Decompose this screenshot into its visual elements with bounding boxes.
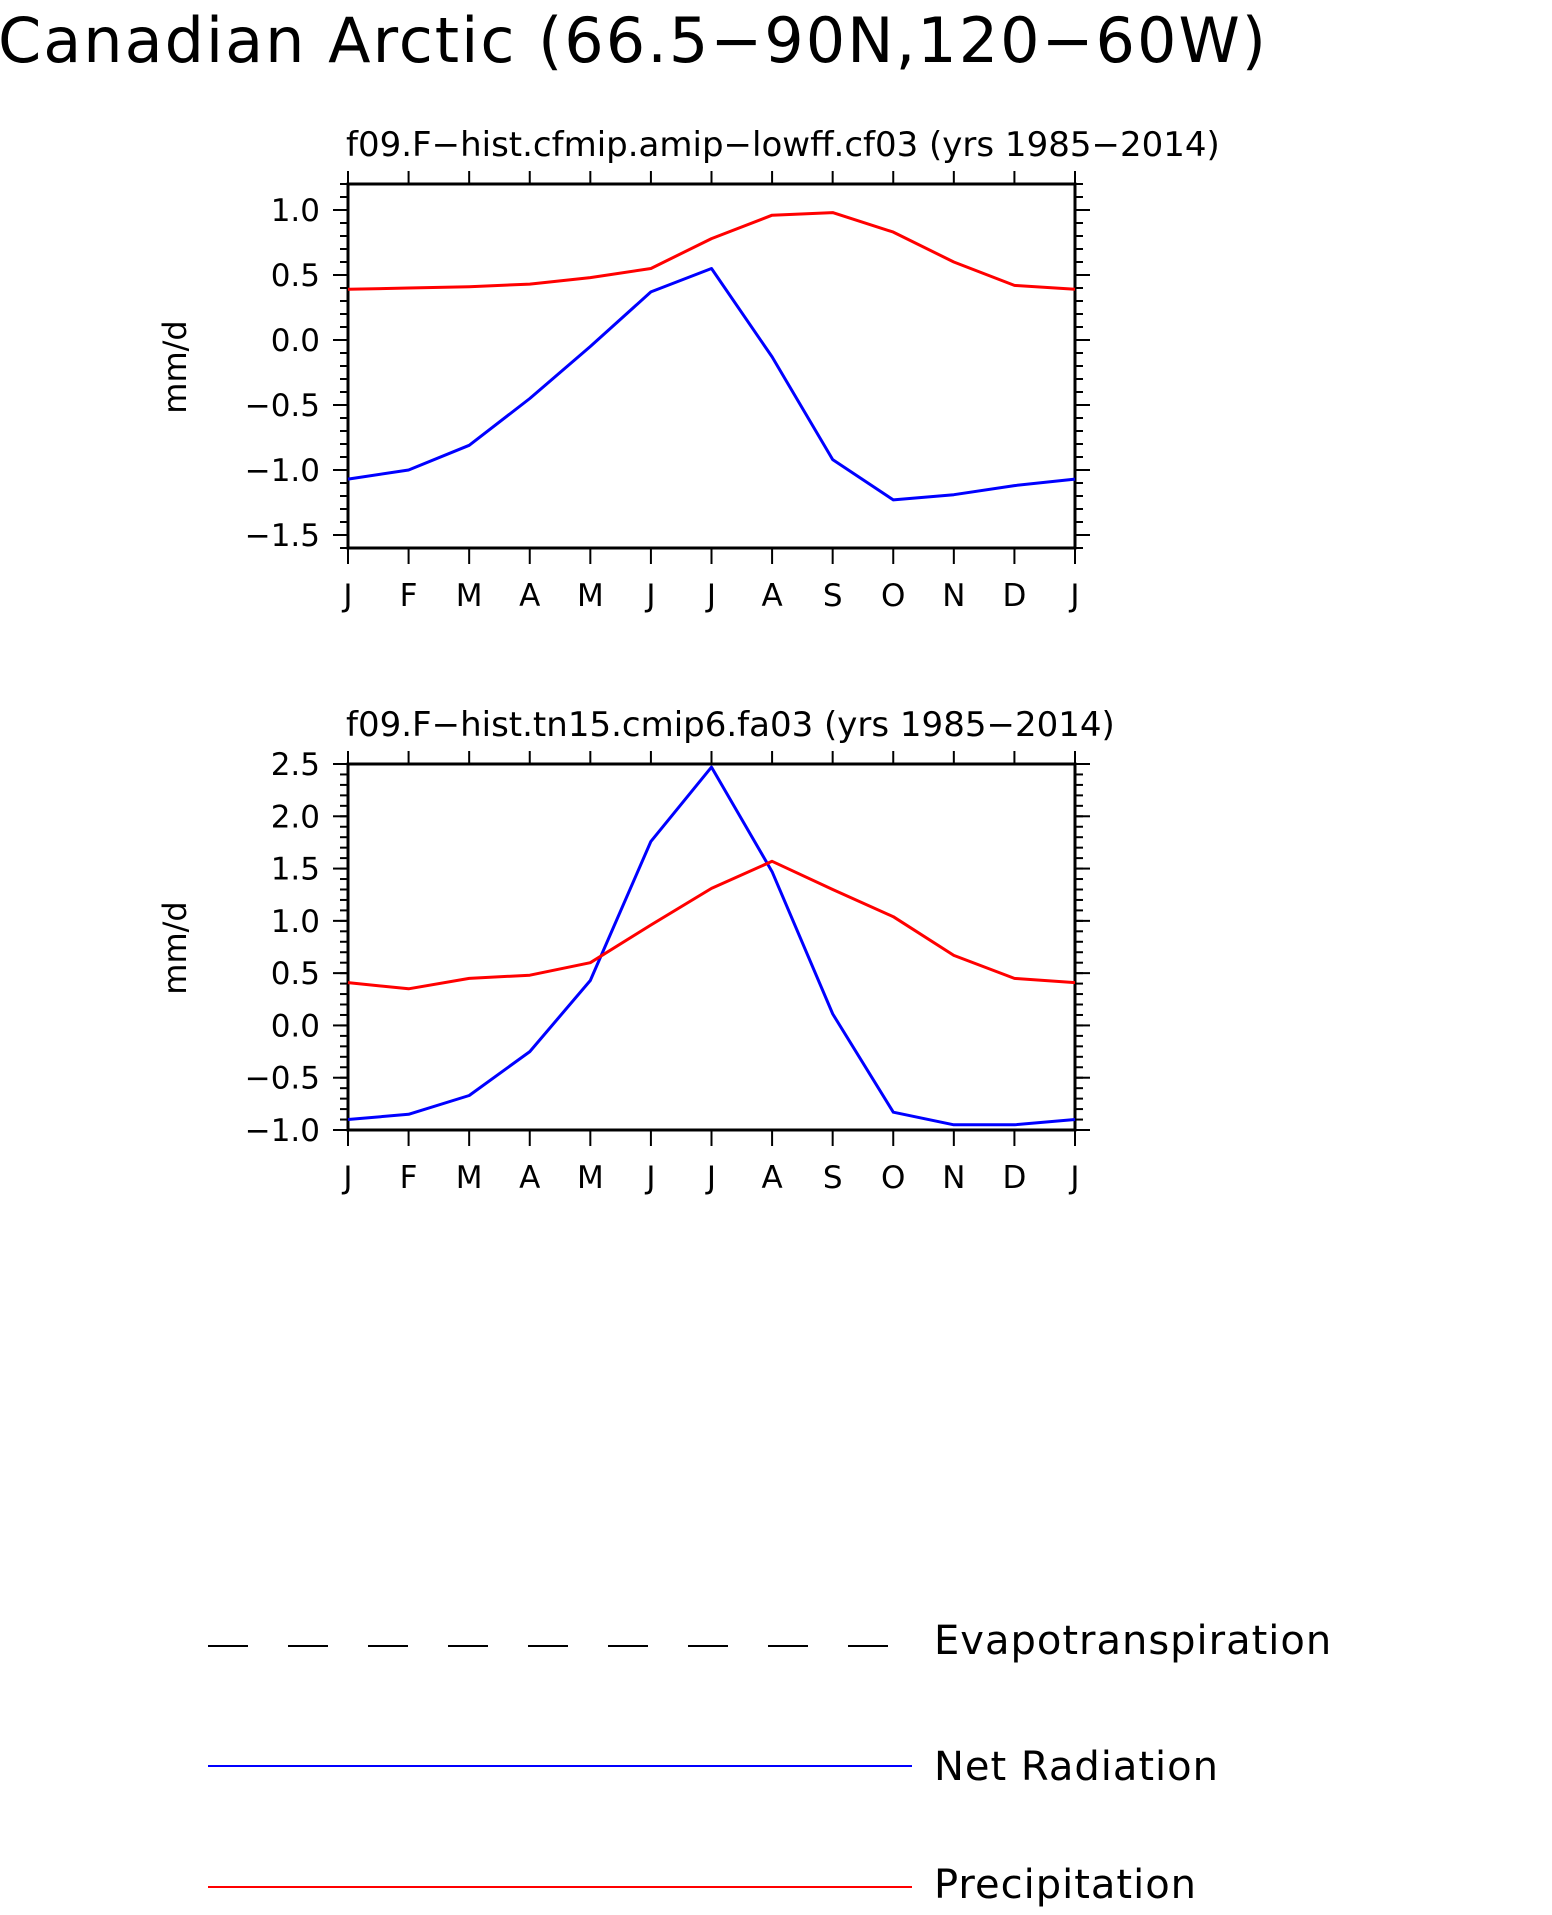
chart-top-xtick-label: F (400, 578, 418, 614)
chart-bottom-ytick-label: 0.5 (271, 956, 320, 992)
chart-bottom-ytick-label: 0.0 (271, 1008, 320, 1044)
chart-bottom-ytick-label: −0.5 (245, 1061, 320, 1097)
chart-bottom-series-net-radiation (348, 767, 1075, 1125)
chart-top-xtick-label: N (942, 578, 965, 614)
chart-bottom-frame (348, 764, 1075, 1130)
chart-bottom-xtick-label: M (577, 1160, 604, 1196)
chart-top-ylabel: mm/d (156, 320, 194, 413)
chart-bottom-xtick-label: S (823, 1160, 843, 1196)
chart-top: f09.F−hist.cfmip.amip−lowff.cf03 (yrs 19… (156, 125, 1220, 614)
chart-bottom-ytick-label: 1.0 (271, 904, 320, 940)
legend: Evapotranspiration Net Radiation Precipi… (208, 1618, 1332, 1908)
legend-label-net-radiation: Net Radiation (934, 1744, 1219, 1790)
chart-bottom-xtick-label: F (400, 1160, 418, 1196)
chart-bottom-xtick-label: J (644, 1160, 655, 1196)
chart-bottom-xtick-label: M (456, 1160, 483, 1196)
chart-top-ytick-label: −1.0 (245, 453, 320, 489)
chart-top-xtick-label: J (1068, 578, 1079, 614)
chart-top-xtick-label: A (519, 578, 540, 614)
chart-bottom-ytick-label: −1.0 (245, 1113, 320, 1149)
legend-label-evapotranspiration: Evapotranspiration (934, 1618, 1332, 1664)
chart-top-xtick-label: J (341, 578, 352, 614)
chart-top-ytick-label: −0.5 (245, 388, 320, 424)
legend-label-precipitation: Precipitation (934, 1862, 1197, 1908)
chart-top-xtick-label: M (456, 578, 483, 614)
chart-top-xtick-label: O (881, 578, 905, 614)
chart-top-xtick-label: J (705, 578, 716, 614)
chart-bottom-ytick-label: 2.0 (271, 799, 320, 835)
chart-top-ytick-label: 0.5 (271, 258, 320, 294)
chart-bottom-xtick-label: O (881, 1160, 905, 1196)
chart-top-ytick-label: 1.0 (271, 193, 320, 229)
chart-top-ytick-label: 0.0 (271, 323, 320, 359)
chart-bottom: f09.F−hist.tn15.cmip6.fa03 (yrs 1985−201… (156, 705, 1115, 1196)
chart-top-xtick-label: S (823, 578, 843, 614)
chart-bottom-ylabel: mm/d (156, 901, 194, 994)
legend-item-precipitation: Precipitation (208, 1862, 1197, 1908)
chart-bottom-xtick-label: J (341, 1160, 352, 1196)
chart-bottom-xtick-label: A (519, 1160, 540, 1196)
figure-title: Canadian Arctic (66.5−90N,120−60W) (0, 4, 1268, 77)
chart-top-title: f09.F−hist.cfmip.amip−lowff.cf03 (yrs 19… (346, 125, 1220, 165)
chart-bottom-xtick-label: J (705, 1160, 716, 1196)
legend-item-evapotranspiration: Evapotranspiration (208, 1618, 1332, 1664)
chart-top-series-precipitation (348, 213, 1075, 290)
chart-bottom-xtick-label: D (1002, 1160, 1026, 1196)
chart-bottom-title: f09.F−hist.tn15.cmip6.fa03 (yrs 1985−201… (346, 705, 1115, 745)
chart-top-xtick-label: J (644, 578, 655, 614)
chart-bottom-xtick-label: A (761, 1160, 782, 1196)
chart-bottom-series-precipitation (348, 861, 1075, 989)
chart-top-series-net-radiation (348, 269, 1075, 500)
chart-top-xtick-label: A (761, 578, 782, 614)
legend-item-net-radiation: Net Radiation (208, 1744, 1219, 1790)
chart-bottom-xtick-label: N (942, 1160, 965, 1196)
chart-top-xtick-label: D (1002, 578, 1026, 614)
chart-bottom-ytick-label: 1.5 (271, 852, 320, 888)
chart-top-xtick-label: M (577, 578, 604, 614)
chart-top-ytick-label: −1.5 (245, 518, 320, 554)
chart-bottom-ytick-label: 2.5 (271, 747, 320, 783)
chart-bottom-xtick-label: J (1068, 1160, 1079, 1196)
